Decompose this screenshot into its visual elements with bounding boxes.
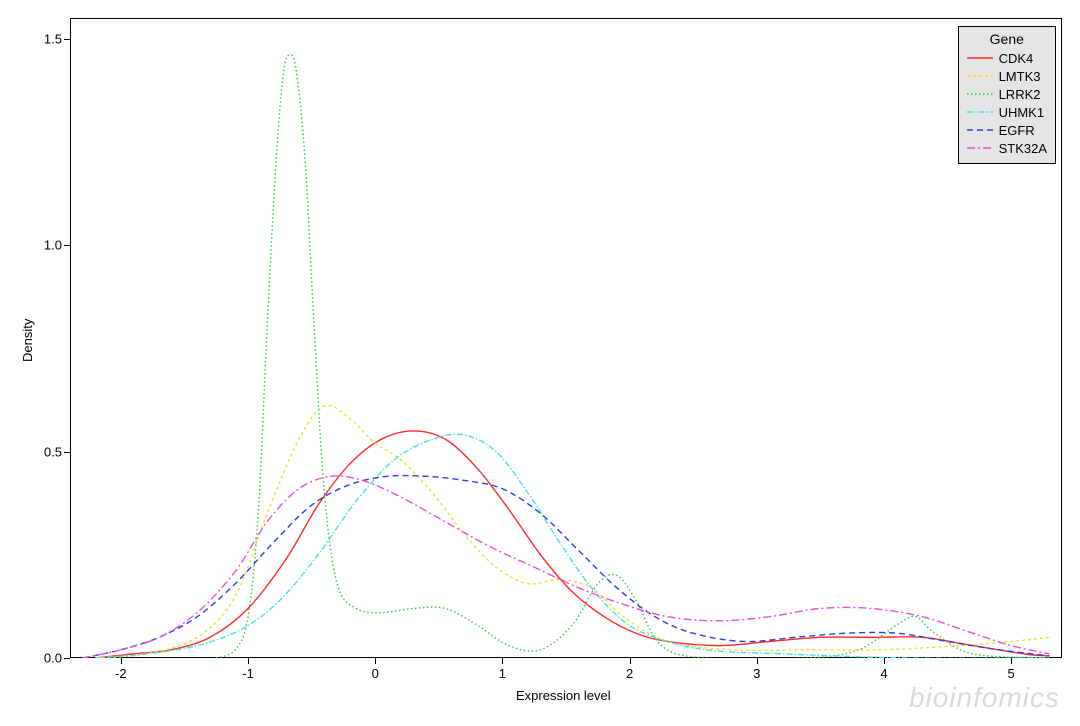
x-tick-label: 3 bbox=[753, 666, 760, 681]
y-tick-label: 0.5 bbox=[36, 444, 62, 459]
series-LRRK2 bbox=[216, 55, 1049, 659]
legend-label: LRRK2 bbox=[999, 87, 1041, 102]
legend-item: CDK4 bbox=[967, 49, 1047, 67]
y-axis-label: Density bbox=[20, 319, 35, 362]
legend-item: EGFR bbox=[967, 121, 1047, 139]
x-tick-label: 2 bbox=[626, 666, 633, 681]
legend-swatch bbox=[967, 70, 993, 82]
x-tick-label: 5 bbox=[1008, 666, 1015, 681]
y-tick-mark bbox=[64, 245, 70, 246]
legend-swatch bbox=[967, 142, 993, 154]
legend-item: LRRK2 bbox=[967, 85, 1047, 103]
y-tick-mark bbox=[64, 39, 70, 40]
y-tick-mark bbox=[64, 658, 70, 659]
x-tick-label: -2 bbox=[115, 666, 127, 681]
x-tick-label: 1 bbox=[499, 666, 506, 681]
legend-swatch bbox=[967, 52, 993, 64]
y-tick-mark bbox=[64, 452, 70, 453]
x-axis-label: Expression level bbox=[516, 688, 611, 703]
legend-swatch bbox=[967, 106, 993, 118]
legend: Gene CDK4 LMTK3 LRRK2 UHMK1 EGFR STK32A bbox=[958, 26, 1056, 164]
series-STK32A bbox=[83, 476, 1050, 658]
legend-item: LMTK3 bbox=[967, 67, 1047, 85]
x-tick-mark bbox=[502, 658, 503, 664]
x-tick-label: 4 bbox=[880, 666, 887, 681]
x-tick-mark bbox=[884, 658, 885, 664]
watermark-text: bioinfomics bbox=[909, 682, 1060, 714]
x-tick-label: 0 bbox=[372, 666, 379, 681]
x-tick-label: -1 bbox=[242, 666, 254, 681]
legend-label: EGFR bbox=[999, 123, 1035, 138]
y-tick-label: 0.0 bbox=[36, 651, 62, 666]
legend-label: LMTK3 bbox=[999, 69, 1041, 84]
legend-swatch bbox=[967, 124, 993, 136]
series-UHMK1 bbox=[95, 434, 1049, 658]
legend-swatch bbox=[967, 88, 993, 100]
legend-label: UHMK1 bbox=[999, 105, 1045, 120]
legend-label: STK32A bbox=[999, 141, 1047, 156]
legend-label: CDK4 bbox=[999, 51, 1034, 66]
x-tick-mark bbox=[248, 658, 249, 664]
y-tick-label: 1.0 bbox=[36, 238, 62, 253]
x-tick-mark bbox=[630, 658, 631, 664]
legend-item: STK32A bbox=[967, 139, 1047, 157]
series-LMTK3 bbox=[95, 405, 1049, 658]
x-tick-mark bbox=[1011, 658, 1012, 664]
density-curves bbox=[0, 0, 1080, 726]
legend-item: UHMK1 bbox=[967, 103, 1047, 121]
x-tick-mark bbox=[757, 658, 758, 664]
series-EGFR bbox=[83, 476, 1050, 658]
legend-title: Gene bbox=[967, 31, 1047, 47]
x-tick-mark bbox=[121, 658, 122, 664]
y-tick-label: 1.5 bbox=[36, 31, 62, 46]
x-tick-mark bbox=[375, 658, 376, 664]
